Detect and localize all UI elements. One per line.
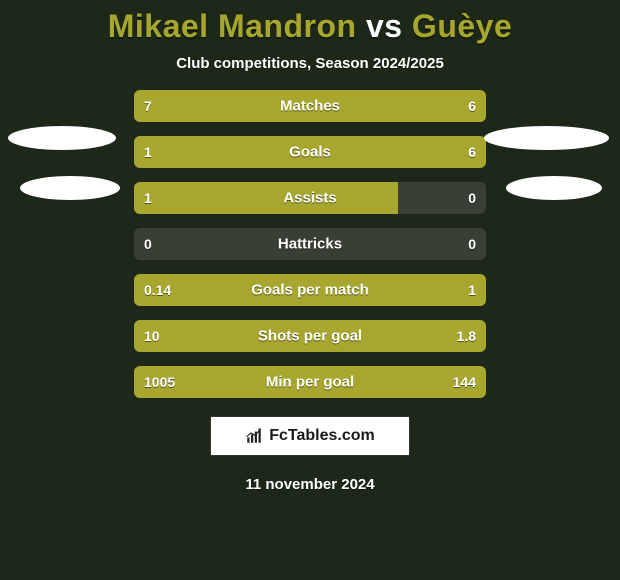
stat-value-right: 144 bbox=[453, 374, 476, 390]
chart-icon bbox=[245, 427, 263, 445]
stat-value-right: 6 bbox=[468, 98, 476, 114]
date-text: 11 november 2024 bbox=[0, 476, 620, 493]
bar-right bbox=[324, 90, 486, 122]
brand-box[interactable]: FcTables.com bbox=[210, 416, 410, 456]
stat-value-right: 1.8 bbox=[457, 328, 476, 344]
stat-value-left: 1005 bbox=[144, 374, 175, 390]
stat-value-left: 1 bbox=[144, 144, 152, 160]
vs-text: vs bbox=[366, 8, 403, 44]
stat-row: 0.141Goals per match bbox=[134, 274, 486, 306]
stat-value-left: 1 bbox=[144, 190, 152, 206]
bar-left bbox=[134, 90, 324, 122]
stat-value-right: 1 bbox=[468, 282, 476, 298]
player2-name: Guèye bbox=[412, 8, 512, 44]
stat-value-right: 0 bbox=[468, 190, 476, 206]
bar-right bbox=[197, 136, 486, 168]
bar-left bbox=[134, 182, 398, 214]
stat-row: 10Assists bbox=[134, 182, 486, 214]
stat-row: 1005144Min per goal bbox=[134, 366, 486, 398]
bar-left bbox=[134, 366, 440, 398]
decorative-ellipse-3 bbox=[506, 176, 602, 200]
stat-value-right: 6 bbox=[468, 144, 476, 160]
subtitle: Club competitions, Season 2024/2025 bbox=[0, 55, 620, 72]
decorative-ellipse-0 bbox=[8, 126, 116, 150]
decorative-ellipse-2 bbox=[484, 126, 609, 150]
stat-row: 16Goals bbox=[134, 136, 486, 168]
decorative-ellipse-1 bbox=[20, 176, 120, 200]
stat-label: Hattricks bbox=[134, 236, 486, 253]
comparison-title: Mikael Mandron vs Guèye bbox=[0, 8, 620, 45]
stat-value-left: 0 bbox=[144, 236, 152, 252]
bar-right bbox=[204, 274, 486, 306]
stat-row: 0 0Hattricks bbox=[134, 228, 486, 260]
stat-row: 101.8Shots per goal bbox=[134, 320, 486, 352]
infographic-container: Mikael Mandron vs Guèye Club competition… bbox=[0, 0, 620, 580]
stat-value-left: 10 bbox=[144, 328, 160, 344]
player1-name: Mikael Mandron bbox=[108, 8, 357, 44]
stat-value-left: 0.14 bbox=[144, 282, 171, 298]
stat-value-left: 7 bbox=[144, 98, 152, 114]
stat-value-right: 0 bbox=[468, 236, 476, 252]
stat-row: 76Matches bbox=[134, 90, 486, 122]
bar-left bbox=[134, 320, 433, 352]
brand-text: FcTables.com bbox=[269, 427, 375, 445]
